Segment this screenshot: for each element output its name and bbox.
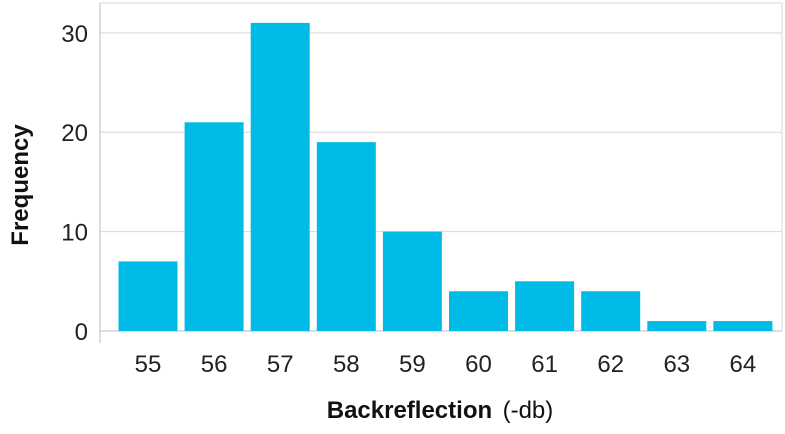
x-tick-label: 56	[201, 351, 228, 378]
bar-57	[250, 22, 310, 332]
x-tick-label: 61	[531, 351, 558, 378]
x-tick-label: 63	[663, 351, 690, 378]
bar-61	[515, 281, 575, 331]
x-tick-label: 64	[730, 351, 757, 378]
bar-59	[382, 231, 442, 331]
x-tick-label: 62	[597, 351, 624, 378]
bars	[118, 22, 773, 332]
x-tick-labels: 55 56 57 58 59 60 61 62 63 64	[135, 351, 757, 378]
x-tick-label: 58	[333, 351, 360, 378]
bar-64	[713, 321, 773, 331]
x-tick-label: 55	[135, 351, 162, 378]
bar-58	[316, 142, 376, 331]
x-tick-label: 59	[399, 351, 426, 378]
x-axis-label-main: Backreflection	[327, 397, 492, 424]
y-tick-label: 10	[61, 220, 88, 247]
y-tick-label: 30	[61, 21, 88, 48]
y-axis-label: Frequency	[7, 124, 34, 246]
bar-56	[184, 122, 244, 331]
x-axis-label-unit: (-db)	[503, 397, 554, 424]
y-tick-label: 0	[75, 319, 88, 346]
bar-62	[581, 291, 641, 331]
x-axis-label: Backreflection (-db)	[327, 397, 554, 424]
x-tick-label: 57	[267, 351, 294, 378]
bar-60	[449, 291, 508, 331]
y-tick-labels: 0 10 20 30	[61, 21, 88, 346]
y-tick-label: 20	[61, 120, 88, 147]
x-tick-label: 60	[465, 351, 492, 378]
bar-63	[647, 321, 707, 331]
bar-55	[118, 261, 178, 331]
